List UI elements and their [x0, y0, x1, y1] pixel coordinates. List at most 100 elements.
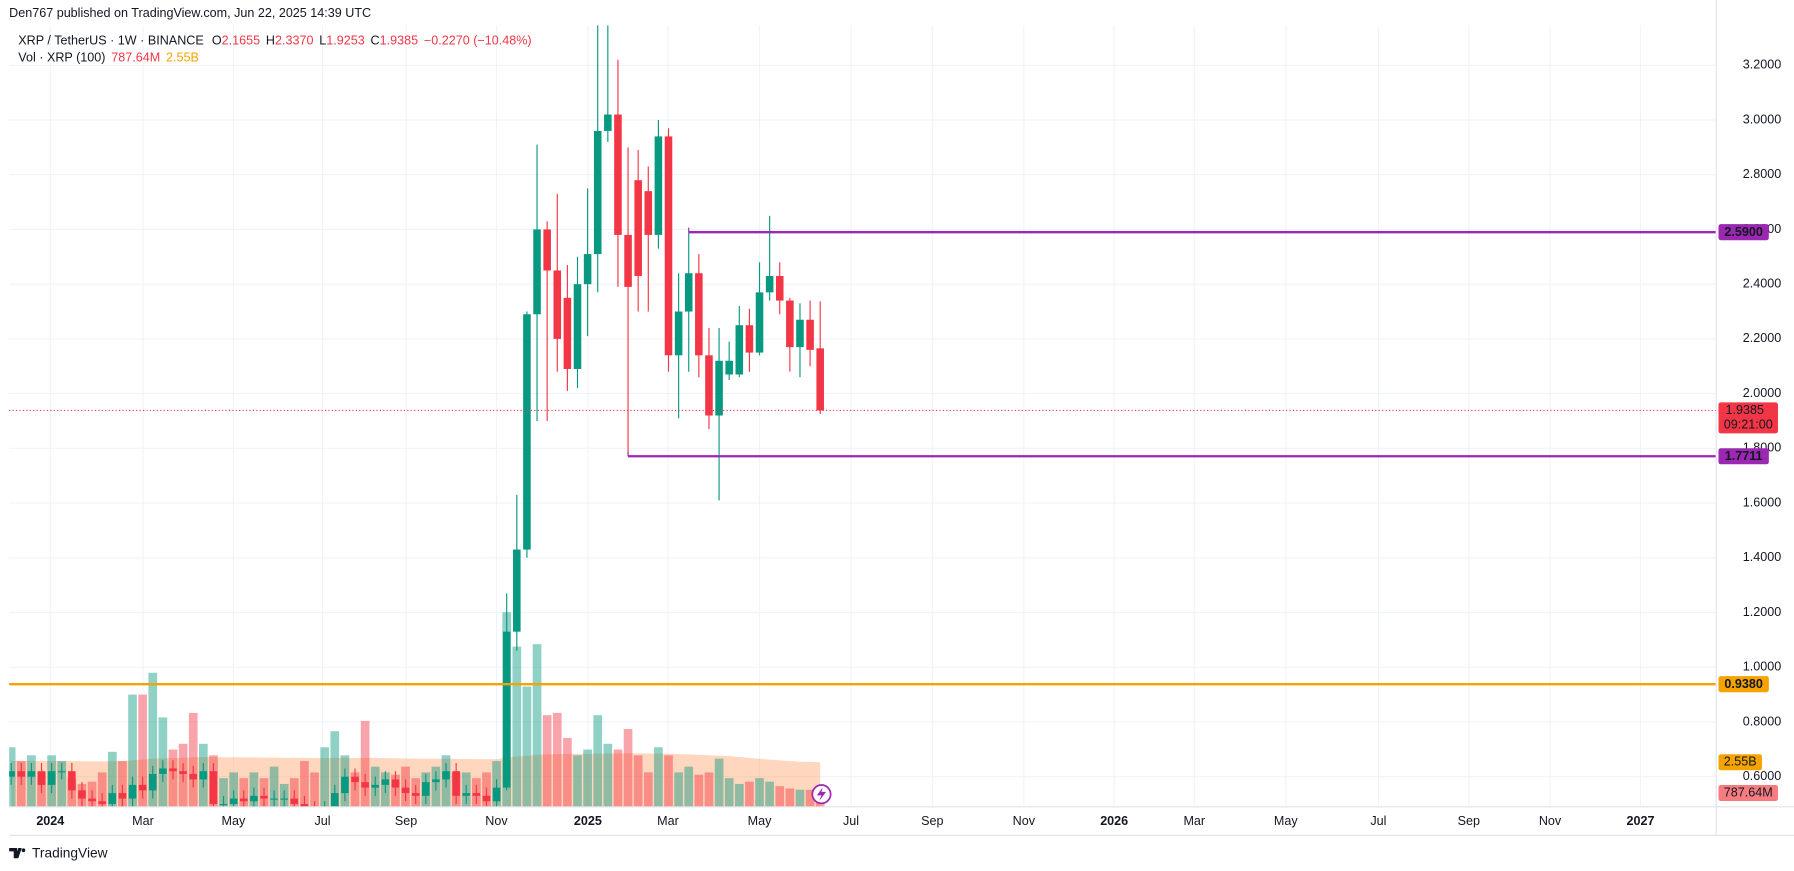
candle-body — [219, 804, 228, 806]
candle-body — [250, 795, 258, 802]
candle-body — [624, 234, 632, 287]
volume-value: 787.64M — [111, 51, 160, 65]
candle-body — [664, 136, 673, 356]
candle-body — [775, 275, 784, 301]
candle-body — [806, 319, 814, 350]
candle-body — [725, 360, 733, 375]
volume-ma-label: 2.55B — [1724, 755, 1757, 769]
volume-bar — [269, 766, 279, 807]
candle-body — [715, 360, 723, 416]
candle-body — [796, 319, 804, 348]
volume-bar — [522, 686, 532, 807]
candle-body — [17, 771, 26, 777]
volume-bar — [643, 772, 653, 807]
candle-body — [9, 771, 15, 777]
volume-bar — [107, 751, 117, 807]
last-price-label: 1.9385 — [1726, 403, 1764, 417]
x-tick-label: Mar — [657, 814, 679, 828]
candle-body — [68, 771, 76, 791]
volume-ma-box — [1718, 754, 1762, 771]
legend-key: C — [371, 34, 380, 48]
volume-value-box — [1718, 785, 1778, 802]
x-tick-label: Nov — [485, 814, 508, 828]
x-tick-label: 2026 — [1100, 814, 1128, 828]
candle-body — [593, 130, 602, 255]
candle-body — [523, 314, 531, 550]
volume-bar — [593, 715, 603, 807]
candle-body — [401, 787, 410, 794]
candle-body — [169, 768, 177, 772]
x-tick-label: Sep — [1458, 814, 1480, 828]
volume-bar — [563, 738, 572, 807]
candle-body — [422, 782, 430, 796]
volume-bar — [532, 644, 542, 807]
candle-body — [462, 793, 471, 796]
volume-bar — [755, 778, 764, 807]
candle-body — [644, 191, 653, 235]
countdown: 09:21:00 — [1724, 418, 1773, 432]
volume-bar — [219, 778, 228, 807]
candle-body — [735, 325, 744, 375]
candle-body — [159, 768, 167, 774]
y-tick-label: 1.0000 — [1743, 660, 1781, 674]
volume-bar — [734, 783, 744, 807]
candle-body — [239, 798, 248, 802]
candle-body — [148, 773, 157, 791]
level-label: 0.9380 — [1724, 677, 1762, 691]
volume-bar — [573, 755, 582, 807]
candle-body — [391, 779, 400, 788]
legend-key: H — [266, 34, 275, 48]
overlay: 2024 Mar May Jul Sep Nov 2025 Mar May Jul Sep Nov 20… — [9, 58, 1781, 828]
volume-bar — [684, 766, 694, 807]
volume-bar — [583, 749, 592, 807]
candle-body — [290, 798, 299, 805]
x-tick-label: Jul — [1370, 814, 1386, 828]
candle-body — [331, 793, 339, 807]
candle-body — [755, 292, 764, 353]
volume-bar — [694, 774, 704, 807]
volume-bar — [330, 731, 340, 807]
level-label: 1.7711 — [1725, 449, 1763, 463]
volume-bar — [360, 720, 370, 807]
x-tick-label: Mar — [132, 814, 154, 828]
volume-bar — [795, 789, 805, 807]
candle-body — [411, 793, 420, 796]
x-tick-label: May — [221, 814, 245, 828]
volume-value-label: 787.64M — [1724, 785, 1773, 799]
candle-body — [482, 795, 491, 802]
candle-body — [199, 771, 208, 780]
volume-bar — [765, 781, 774, 807]
price-layer — [9, 25, 824, 807]
candle-body — [88, 798, 96, 802]
candle-body — [654, 136, 663, 235]
x-tick-label: Jul — [843, 814, 859, 828]
volume-bar — [118, 761, 127, 807]
candle-body — [229, 798, 238, 805]
candle-body — [695, 273, 703, 356]
grid — [9, 25, 1717, 807]
x-tick-label: Nov — [1013, 814, 1036, 828]
volume-bar — [785, 788, 795, 807]
volume-bar — [603, 743, 613, 807]
x-tick-label: Nov — [1539, 814, 1562, 828]
candle-body — [108, 793, 117, 805]
candle-body — [118, 793, 127, 799]
candle-body — [816, 348, 824, 411]
volume-bar — [128, 694, 137, 807]
candle-body — [472, 793, 481, 796]
volume-bar — [320, 747, 330, 807]
y-tick-label: 1.6000 — [1743, 495, 1781, 509]
level-label-box — [1718, 676, 1769, 693]
level-label-box — [1718, 448, 1769, 465]
candle-body — [583, 254, 592, 285]
candle-body — [684, 273, 693, 312]
candle-body — [442, 771, 450, 780]
candle-body — [381, 779, 390, 785]
alert-icon[interactable] — [811, 784, 832, 805]
y-tick-label: 2.4000 — [1743, 276, 1781, 290]
volume-bar — [633, 755, 643, 807]
volume-bar — [300, 761, 309, 807]
volume-bar — [704, 772, 714, 807]
candle-body — [179, 771, 187, 774]
